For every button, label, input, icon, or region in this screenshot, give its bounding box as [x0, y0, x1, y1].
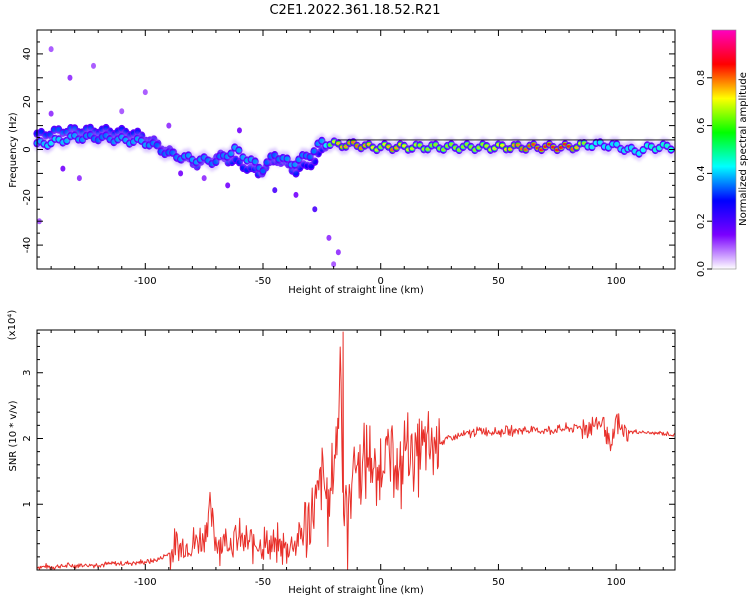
- spectrogram-x-ticks: -100 -50 0 50 100: [50, 30, 664, 287]
- spectrogram-scatter-point: [67, 74, 73, 81]
- snr-plot-area: [37, 330, 675, 570]
- spectrogram-x-tick-label: 0: [378, 276, 384, 287]
- snr-y-tick-label: 1: [22, 501, 33, 507]
- spectrogram-scatter-point: [331, 261, 337, 268]
- spectrogram-y-tick-label: 0: [22, 146, 33, 152]
- snr-x-tick-label: -50: [255, 577, 271, 588]
- spectrogram-scatter-point: [48, 110, 54, 117]
- snr-frame: [36, 329, 676, 571]
- colorbar: 0.0 0.2 0.4 0.6 0.8 Normalized spectral ampl…: [696, 29, 749, 277]
- colorbar-frame: [711, 29, 737, 270]
- spectrogram-scatter-point: [48, 46, 54, 53]
- snr-y-axis-label: SNR (10 * v/v): [8, 400, 19, 471]
- spectrogram-y-tick-label: 20: [22, 95, 33, 108]
- spectrogram-ridge-mid: [236, 147, 242, 153]
- spectrogram-scatter-point: [178, 170, 184, 177]
- snr-y-tick-label: 3: [22, 370, 33, 376]
- spectrogram-scatter-point: [91, 62, 97, 69]
- spectrogram-scatter-point: [60, 165, 66, 172]
- spectrogram-scatter-point: [225, 182, 231, 189]
- snr-series-line: [36, 331, 676, 570]
- spectrogram-scatter-point: [166, 122, 172, 129]
- spectrogram-scatter-point: [142, 89, 148, 96]
- spectrogram-scatter-point: [201, 175, 207, 182]
- spectrogram-y-axis-label: Frequency (Hz): [8, 112, 19, 188]
- spectrogram-scatter-point: [326, 234, 332, 241]
- snr-y-ticks: 1 2 3: [22, 332, 675, 558]
- spectrogram-scatter-point: [236, 127, 242, 134]
- spectrogram-heatmap: [33, 46, 676, 268]
- spectrogram-y-tick-label: -40: [22, 237, 33, 253]
- spectrogram-scatter-point: [293, 191, 299, 198]
- spectrogram-y-ticks: -40 -20 0 20 40: [22, 29, 675, 270]
- spectrogram-ridge-mid: [260, 168, 266, 174]
- spectrogram-panel: -100 -50 0 50 100 -40 -20 0 20 40 Height of stra…: [8, 29, 676, 296]
- spectrogram-y-tick-label: 40: [22, 48, 33, 61]
- spectrogram-secondary-ridge-mid: [308, 163, 314, 169]
- snr-panel: -100 -50 0 50 100 1 2 3 Height of straight lin…: [7, 310, 676, 596]
- spectrogram-x-axis-label: Height of straight line (km): [288, 285, 424, 296]
- spectrogram-y-tick-label: -20: [22, 189, 33, 205]
- spectrogram-ridge-mid: [311, 148, 317, 154]
- snr-x-tick-label: 0: [378, 577, 384, 588]
- colorbar-tick-label: 0.2: [696, 213, 707, 229]
- snr-x-axis-label: Height of straight line (km): [288, 585, 424, 596]
- spectrogram-scatter-point: [312, 206, 318, 213]
- colorbar-gradient: [712, 30, 736, 269]
- colorbar-tick-label: 0.4: [696, 165, 707, 181]
- spectrogram-x-tick-label: -50: [255, 276, 271, 287]
- spectrogram-x-tick-label: -100: [134, 276, 157, 287]
- colorbar-ticks: 0.0 0.2 0.4 0.6 0.8: [696, 70, 712, 277]
- snr-x-tick-label: -100: [134, 577, 157, 588]
- colorbar-tick-label: 0.6: [696, 118, 707, 134]
- chart-title: C2E1.2022.361.18.52.R21: [269, 3, 440, 18]
- spectrogram-scatter-point: [335, 249, 341, 256]
- spectrogram-scatter-point: [119, 108, 125, 115]
- spectrogram-x-tick-label: 100: [607, 276, 626, 287]
- snr-y-tick-label: 2: [22, 435, 33, 441]
- snr-y-multiplier: (x10⁴): [7, 310, 18, 341]
- colorbar-tick-label: 0.0: [696, 261, 707, 277]
- snr-x-tick-label: 50: [492, 577, 505, 588]
- spectrogram-x-tick-label: 50: [492, 276, 505, 287]
- spectrogram-scatter-point: [76, 175, 82, 182]
- colorbar-label: Normalized spectral amplitude: [738, 72, 749, 226]
- spectrogram-scatter-point: [272, 187, 278, 194]
- snr-x-ticks: -100 -50 0 50 100: [50, 330, 664, 588]
- snr-x-tick-label: 100: [607, 577, 626, 588]
- colorbar-tick-label: 0.8: [696, 70, 707, 86]
